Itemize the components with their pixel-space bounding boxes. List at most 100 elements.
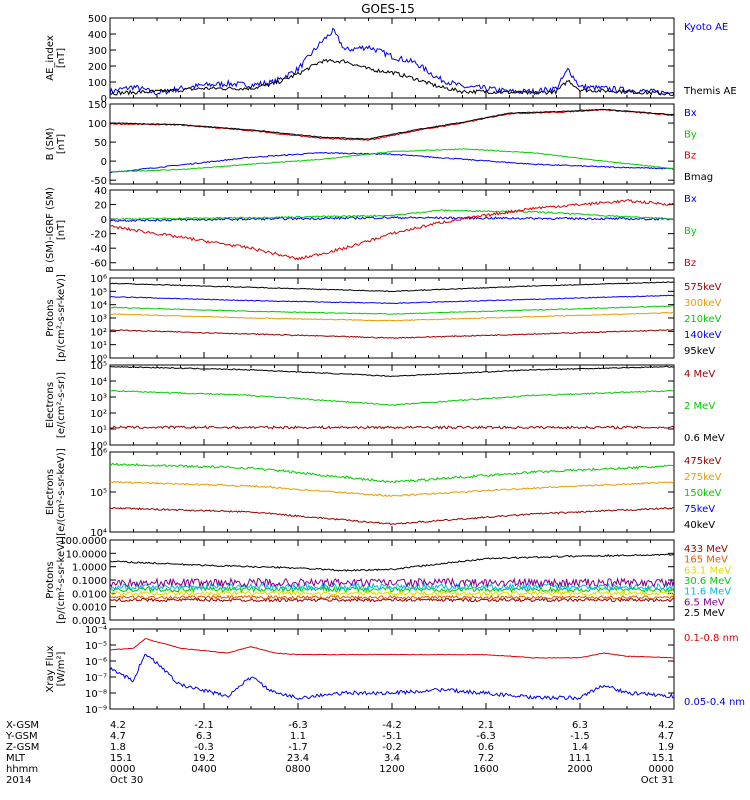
- series-line-95kev: [110, 281, 674, 293]
- series-group: [110, 108, 674, 174]
- legend-kyoto-ae: Kyoto AE: [684, 22, 728, 33]
- series-line-0-6-mev: [110, 365, 674, 378]
- y-tick-label: 150: [88, 100, 107, 111]
- chart-title: GOES-15: [361, 2, 415, 16]
- legend-bmag: Bmag: [684, 172, 713, 183]
- table-cell: 1.8: [110, 742, 126, 753]
- table-cell: 6.3: [196, 731, 212, 742]
- y-axis-label: [nT]: [56, 134, 67, 154]
- y-tick-label: 10³: [90, 393, 107, 404]
- y-axis-label: [p/(cm²-s-sr-keV)]: [56, 536, 67, 624]
- series-line-bz: [110, 108, 674, 141]
- y-tick-label: 10²: [90, 409, 107, 420]
- y-tick-label: 0: [101, 157, 107, 168]
- table-cell: 0400: [191, 764, 216, 775]
- panel-ae: 0 100 200 300 400 500 AE_index [nT] Kyoto AE Them…: [45, 14, 737, 105]
- table-cell: 1.9: [658, 742, 674, 753]
- table-cell: 2.1: [478, 720, 494, 731]
- y-axis-label: [nT]: [56, 48, 67, 68]
- y-tick-label: 10¹: [90, 341, 107, 352]
- table-cell: -6.3: [288, 720, 308, 731]
- table-cell: Oct 31: [641, 775, 674, 786]
- legend-95kev: 95keV: [684, 346, 715, 357]
- y-tick-label: -60: [91, 259, 107, 270]
- table-row-label: MLT: [6, 753, 26, 764]
- series-line-by: [110, 148, 674, 173]
- legend-40kev: 40keV: [684, 520, 715, 531]
- panel-xray: 10⁻⁹ 10⁻⁸ 10⁻⁷ 10⁻⁶ 10⁻⁵ 10⁻⁴ Xray Flux [W/m²] 0…: [45, 625, 745, 716]
- y-axis-label: [p/(cm²-s-sr-keV)]: [56, 274, 67, 362]
- series-line-bx: [110, 216, 674, 223]
- series-line-75kev: [110, 432, 674, 433]
- series-line-140kev: [110, 294, 674, 305]
- y-tick-label: 10⁻⁴: [85, 625, 107, 636]
- table-cell: -4.2: [382, 720, 402, 731]
- table-cell: 11.1: [569, 753, 591, 764]
- legend-0-6-mev: 0.6 MeV: [684, 433, 725, 444]
- series-group: [110, 27, 674, 96]
- legend-2-5-mev: 2.5 MeV: [684, 608, 725, 619]
- series-line-themis-ae: [110, 58, 674, 96]
- y-tick-label: 50: [94, 138, 107, 149]
- table-cell: -0.3: [194, 742, 214, 753]
- y-tick-label: 10³: [90, 314, 107, 325]
- table-cell: -1.7: [288, 742, 308, 753]
- panel-frame: [109, 277, 675, 359]
- y-tick-label: 10⁻⁵: [85, 641, 107, 652]
- y-tick-label: 10⁻⁹: [85, 705, 107, 716]
- y-axis-label: [W/m²]: [56, 651, 67, 686]
- table-cell: 4.2: [110, 720, 126, 731]
- series-line-0-05-0-4-nm: [110, 653, 674, 701]
- table-cell: 3.4: [384, 753, 400, 764]
- table-cell: -6.3: [476, 731, 496, 742]
- table-cell: 0800: [285, 764, 310, 775]
- table-cell: 1200: [379, 764, 404, 775]
- legend-11-6-mev: 11.6 MeV: [684, 587, 731, 598]
- table-cell: 0000: [110, 764, 135, 775]
- y-tick-label: -40: [91, 244, 107, 255]
- table-cell: 2000: [567, 764, 592, 775]
- series-group: [110, 199, 674, 261]
- y-tick-label: 10⁰: [90, 354, 107, 365]
- table-row-label: X-GSM: [6, 720, 39, 731]
- series-line-475kev: [110, 506, 674, 526]
- panel-electrons1: 10⁰ 10¹ 10² 10³ 10⁴ 10⁵ Electrons [e/(cm²-s-sr)…: [45, 361, 725, 452]
- y-tick-label: -50: [91, 176, 107, 187]
- y-tick-label: 0.0010: [72, 603, 107, 614]
- y-tick-label: 500: [88, 14, 107, 25]
- y-tick-label: 10⁶: [90, 274, 107, 285]
- y-tick-label: 20: [94, 201, 107, 212]
- y-tick-label: 1.0000: [72, 563, 107, 574]
- table-cell: 23.4: [287, 753, 309, 764]
- y-tick-label: 400: [88, 30, 107, 41]
- table-cell: 4.7: [658, 731, 674, 742]
- series-line-kyoto-ae: [110, 27, 674, 96]
- y-tick-label: 10⁵: [90, 488, 107, 499]
- y-axis-label: [nT]: [56, 220, 67, 240]
- legend-4-mev: 4 MeV: [684, 369, 715, 380]
- legend-bz: Bz: [684, 151, 696, 162]
- table-cell: 0000: [649, 764, 674, 775]
- series-line-165-mev: [110, 594, 674, 600]
- panel-frame: [109, 189, 675, 271]
- y-tick-label: 100.0000: [59, 536, 107, 547]
- y-tick-label: -20: [91, 230, 107, 241]
- legend-0-05-0-4-nm: 0.05-0.4 nm: [684, 697, 745, 708]
- series-line-bmag: [110, 108, 674, 140]
- y-tick-label: 0.1000: [72, 576, 107, 587]
- series-line-by: [110, 209, 674, 221]
- y-axis-label: [e/(cm²-s-sr-keV)]: [56, 448, 67, 536]
- y-tick-label: 10⁻⁸: [85, 689, 107, 700]
- series-group: [110, 281, 674, 339]
- legend-by: By: [684, 129, 697, 140]
- legend-bx: Bx: [684, 108, 697, 119]
- y-axis-label: Electrons: [45, 469, 56, 515]
- table-cell: -5.1: [382, 731, 402, 742]
- legend-themis-ae: Themis AE: [683, 86, 737, 97]
- legend-2-mev: 2 MeV: [684, 401, 715, 412]
- legend-475kev: 475keV: [684, 456, 722, 467]
- table-row-label: Z-GSM: [6, 742, 39, 753]
- y-axis-label: B (SM): [45, 127, 56, 160]
